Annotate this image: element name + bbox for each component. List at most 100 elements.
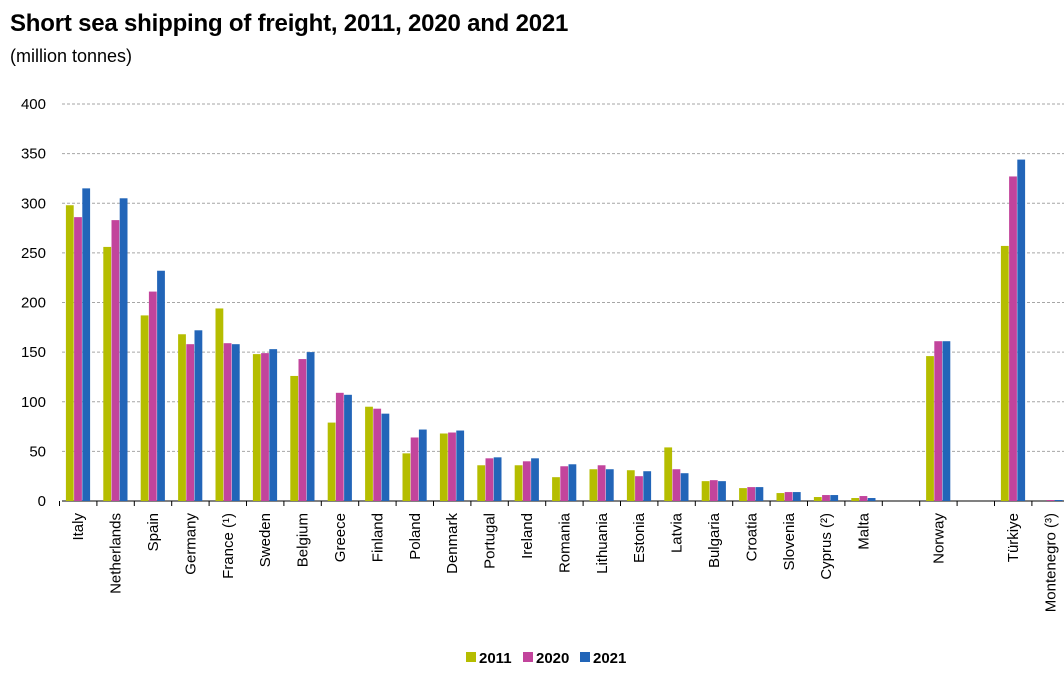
bar-2020 xyxy=(672,469,681,501)
bar-2011 xyxy=(739,488,747,501)
bar-2011 xyxy=(851,498,860,501)
bar-2020 xyxy=(859,496,868,501)
x-tick-label: Denmark xyxy=(444,513,461,574)
x-tick-label: Cyprus (²) xyxy=(818,513,835,580)
bar-2011 xyxy=(140,315,149,501)
x-tick-label: Bulgaria xyxy=(706,512,723,568)
x-tick-label: Netherlands xyxy=(108,513,125,594)
bar-2020 xyxy=(410,437,419,501)
bar-2020 xyxy=(784,492,793,501)
bar-2021 xyxy=(456,430,465,501)
y-tick-label: 250 xyxy=(21,245,46,262)
bars xyxy=(65,159,1063,502)
legend-label-2011: 2011 xyxy=(479,650,512,667)
bar-2011 xyxy=(589,469,598,501)
bar-2020 xyxy=(560,466,569,501)
bar-2011 xyxy=(514,465,523,501)
y-tick-label: 400 xyxy=(21,96,46,113)
bar-2011 xyxy=(290,375,299,501)
y-tick-label: 350 xyxy=(21,146,46,163)
bar-2020 xyxy=(747,487,756,501)
bar-2021 xyxy=(718,481,726,501)
y-tick-label: 200 xyxy=(21,295,46,312)
bar-2020 xyxy=(1009,176,1017,501)
y-tick-label: 50 xyxy=(29,443,46,460)
x-tick-label: Türkiye xyxy=(1005,513,1022,562)
bar-2020 xyxy=(335,392,344,501)
bar-2011 xyxy=(926,356,934,501)
bar-2011 xyxy=(252,354,261,501)
bar-2020 xyxy=(223,343,232,501)
bar-2021 xyxy=(157,270,165,501)
bar-2021 xyxy=(1054,500,1063,501)
bar-2021 xyxy=(680,473,689,501)
legend: 2011 2020 2021 xyxy=(466,650,626,667)
bar-2020 xyxy=(485,458,494,501)
bar-2011 xyxy=(65,205,74,502)
legend-swatch-2020 xyxy=(523,652,533,662)
bar-2020 xyxy=(448,432,456,501)
bar-2011 xyxy=(178,334,186,501)
bar-2020 xyxy=(373,408,382,501)
x-tick-label: Spain xyxy=(145,513,162,551)
x-tick-label: Romania xyxy=(556,512,573,573)
bar-2011 xyxy=(477,465,486,501)
bar-2021 xyxy=(194,330,203,501)
x-tick-label: France (¹) xyxy=(220,513,237,579)
bar-2021 xyxy=(82,188,91,502)
bar-2011 xyxy=(664,447,673,501)
x-tick-label: Greece xyxy=(332,513,349,562)
x-tick-label: Finland xyxy=(369,513,386,562)
bar-2011 xyxy=(813,497,822,501)
bar-2011 xyxy=(552,477,560,501)
bar-2020 xyxy=(635,476,643,501)
bar-2020 xyxy=(1046,500,1055,501)
bar-2020 xyxy=(522,461,531,501)
bar-2020 xyxy=(822,495,830,501)
bar-2020 xyxy=(74,217,82,501)
x-tick-label: Montenegro (³) xyxy=(1043,513,1060,612)
bar-2021 xyxy=(493,457,502,501)
x-tick-label: Sweden xyxy=(257,513,274,567)
x-tick-label: Latvia xyxy=(669,512,686,553)
bar-2021 xyxy=(119,198,128,501)
grid-layer xyxy=(59,103,1064,506)
bar-2020 xyxy=(148,291,157,501)
bar-2021 xyxy=(269,349,278,501)
bar-2011 xyxy=(626,470,635,501)
bar-2011 xyxy=(439,433,448,501)
bar-2011 xyxy=(103,246,112,501)
x-tick-label: Belgium xyxy=(295,513,312,567)
x-tick-label: Croatia xyxy=(743,512,760,561)
bar-2021 xyxy=(830,495,839,501)
bar-2021 xyxy=(306,352,315,501)
bar-2021 xyxy=(792,492,801,501)
bar-2021 xyxy=(605,469,614,501)
y-tick-label: 100 xyxy=(21,394,46,411)
bar-2021 xyxy=(531,458,539,501)
legend-label-2021: 2021 xyxy=(593,650,626,667)
legend-label-2020: 2020 xyxy=(536,650,569,667)
y-tick-label: 0 xyxy=(38,493,46,510)
x-tick-label: Portugal xyxy=(482,513,499,569)
bar-2021 xyxy=(344,394,352,501)
bar-2021 xyxy=(418,429,427,501)
x-tick-label: Norway xyxy=(930,513,947,564)
bar-2021 xyxy=(231,344,240,501)
bar-2020 xyxy=(709,480,718,501)
bar-2021 xyxy=(381,413,390,501)
bar-2021 xyxy=(1017,159,1026,501)
y-tick-label: 150 xyxy=(21,344,46,361)
y-tick-label: 300 xyxy=(21,195,46,212)
bar-2021 xyxy=(643,471,652,501)
bar-2021 xyxy=(942,341,951,501)
bar-2011 xyxy=(365,406,373,501)
bar-2011 xyxy=(327,422,336,501)
chart-subtitle: (million tonnes) xyxy=(10,46,133,66)
legend-swatch-2021 xyxy=(580,652,590,662)
x-tick-label: Slovenia xyxy=(781,512,798,570)
bar-2020 xyxy=(597,465,606,501)
bar-2021 xyxy=(568,464,577,501)
bar-2020 xyxy=(186,344,195,501)
y-axis-ticks: 0 50 100 150 200 250 300 350 400 xyxy=(21,96,46,510)
